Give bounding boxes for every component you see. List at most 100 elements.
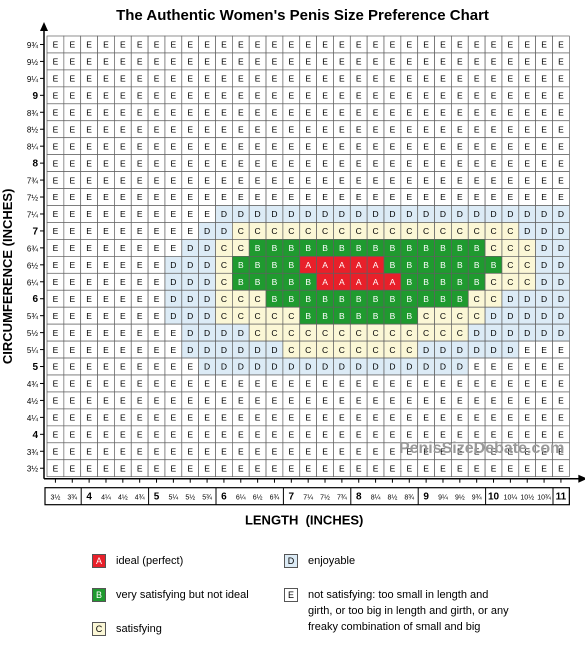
- svg-text:E: E: [120, 192, 126, 202]
- svg-text:E: E: [69, 192, 75, 202]
- heatmap-cell: B: [451, 239, 469, 257]
- heatmap-cell: E: [63, 52, 82, 71]
- heatmap-cell: E: [97, 86, 115, 105]
- heatmap-cell: E: [501, 408, 520, 427]
- heatmap-cell: D: [316, 357, 334, 376]
- heatmap-cell: B: [400, 239, 419, 257]
- svg-text:E: E: [390, 124, 396, 134]
- heatmap-cell: E: [434, 35, 452, 54]
- svg-text:E: E: [53, 430, 59, 440]
- heatmap-cell: E: [417, 35, 435, 54]
- heatmap-cell: E: [434, 391, 452, 410]
- heatmap-cell: B: [265, 239, 284, 257]
- svg-text:E: E: [406, 175, 412, 185]
- heatmap-cell: D: [198, 340, 216, 359]
- heatmap-cell: E: [434, 69, 452, 88]
- heatmap-cell: E: [451, 35, 469, 54]
- svg-text:E: E: [69, 57, 75, 67]
- heatmap-cell: E: [434, 137, 452, 155]
- heatmap-cell: E: [501, 120, 520, 139]
- svg-text:E: E: [423, 74, 429, 84]
- svg-text:E: E: [238, 413, 244, 423]
- heatmap-cell: D: [164, 306, 183, 325]
- legend-label-a: ideal (perfect): [116, 555, 184, 567]
- heatmap-cell: E: [198, 442, 216, 461]
- svg-text:E: E: [154, 379, 160, 389]
- heatmap-cell: E: [265, 171, 284, 189]
- heatmap-cell: E: [400, 391, 419, 410]
- x-tick-label: 8½: [388, 494, 398, 502]
- heatmap-cell: D: [467, 340, 486, 359]
- svg-text:E: E: [103, 294, 109, 304]
- svg-text:D: D: [204, 294, 210, 304]
- svg-text:E: E: [288, 396, 294, 406]
- x-tick-label: 5: [154, 492, 160, 503]
- heatmap-cell: C: [501, 272, 520, 291]
- svg-text:E: E: [558, 463, 564, 473]
- y-tick-label: 6¾: [27, 244, 38, 253]
- svg-text:E: E: [120, 328, 126, 338]
- heatmap-cell: E: [147, 442, 166, 461]
- x-tick-label: 10¾: [537, 495, 551, 502]
- heatmap-cell: E: [518, 459, 536, 478]
- heatmap-cell: C: [467, 289, 486, 308]
- svg-text:D: D: [524, 328, 530, 338]
- svg-text:E: E: [272, 158, 278, 168]
- y-tick-label: 7¼: [27, 210, 38, 219]
- svg-text:D: D: [305, 362, 311, 372]
- heatmap-cell: E: [97, 391, 115, 410]
- heatmap-cell: E: [198, 374, 216, 393]
- heatmap-cell: E: [215, 171, 233, 189]
- svg-text:E: E: [356, 158, 362, 168]
- svg-text:E: E: [508, 413, 514, 423]
- svg-text:E: E: [238, 40, 244, 50]
- svg-text:D: D: [204, 243, 210, 253]
- heatmap-cell: C: [400, 323, 419, 342]
- heatmap-cell: E: [164, 137, 183, 155]
- svg-text:B: B: [440, 243, 446, 253]
- svg-text:D: D: [541, 328, 547, 338]
- heatmap-cell: E: [451, 69, 469, 88]
- svg-text:E: E: [238, 192, 244, 202]
- svg-text:B: B: [288, 243, 294, 253]
- svg-text:E: E: [171, 396, 177, 406]
- heatmap-cell: E: [215, 120, 233, 139]
- legend-label-d: enjoyable: [308, 555, 356, 567]
- heatmap-cell: E: [114, 374, 132, 393]
- heatmap-cell: E: [467, 357, 486, 376]
- svg-text:E: E: [322, 413, 328, 423]
- svg-text:E: E: [69, 74, 75, 84]
- svg-text:C: C: [255, 294, 261, 304]
- svg-text:B: B: [322, 311, 328, 321]
- heatmap-cell: C: [282, 340, 301, 359]
- svg-text:E: E: [288, 413, 294, 423]
- heatmap-cell: C: [417, 222, 435, 240]
- svg-text:E: E: [339, 141, 345, 151]
- heatmap-cell: E: [130, 323, 149, 342]
- heatmap-cell: D: [383, 357, 402, 376]
- svg-text:E: E: [423, 446, 429, 456]
- heatmap-cell: D: [501, 340, 520, 359]
- heatmap-cell: C: [215, 306, 233, 325]
- svg-text:E: E: [53, 158, 59, 168]
- svg-text:C: C: [322, 345, 328, 355]
- svg-text:E: E: [508, 124, 514, 134]
- heatmap-cell: E: [164, 52, 183, 71]
- heatmap-cell: B: [333, 306, 351, 325]
- heatmap-cell: D: [181, 272, 200, 291]
- svg-text:D: D: [490, 209, 496, 219]
- y-tick-label: 4½: [27, 397, 38, 406]
- heatmap-cell: B: [417, 239, 435, 257]
- heatmap-cell: E: [97, 272, 115, 291]
- heatmap-cell: E: [366, 391, 385, 410]
- heatmap-cell: E: [400, 374, 419, 393]
- x-tick-label: 6¼: [236, 495, 246, 502]
- heatmap-cell: E: [333, 442, 351, 461]
- y-tick-label: 5: [32, 362, 38, 373]
- svg-text:E: E: [322, 74, 328, 84]
- heatmap-cell: E: [400, 188, 419, 206]
- svg-text:E: E: [305, 463, 311, 473]
- svg-text:E: E: [508, 175, 514, 185]
- heatmap-cell: E: [467, 120, 486, 139]
- svg-text:E: E: [53, 379, 59, 389]
